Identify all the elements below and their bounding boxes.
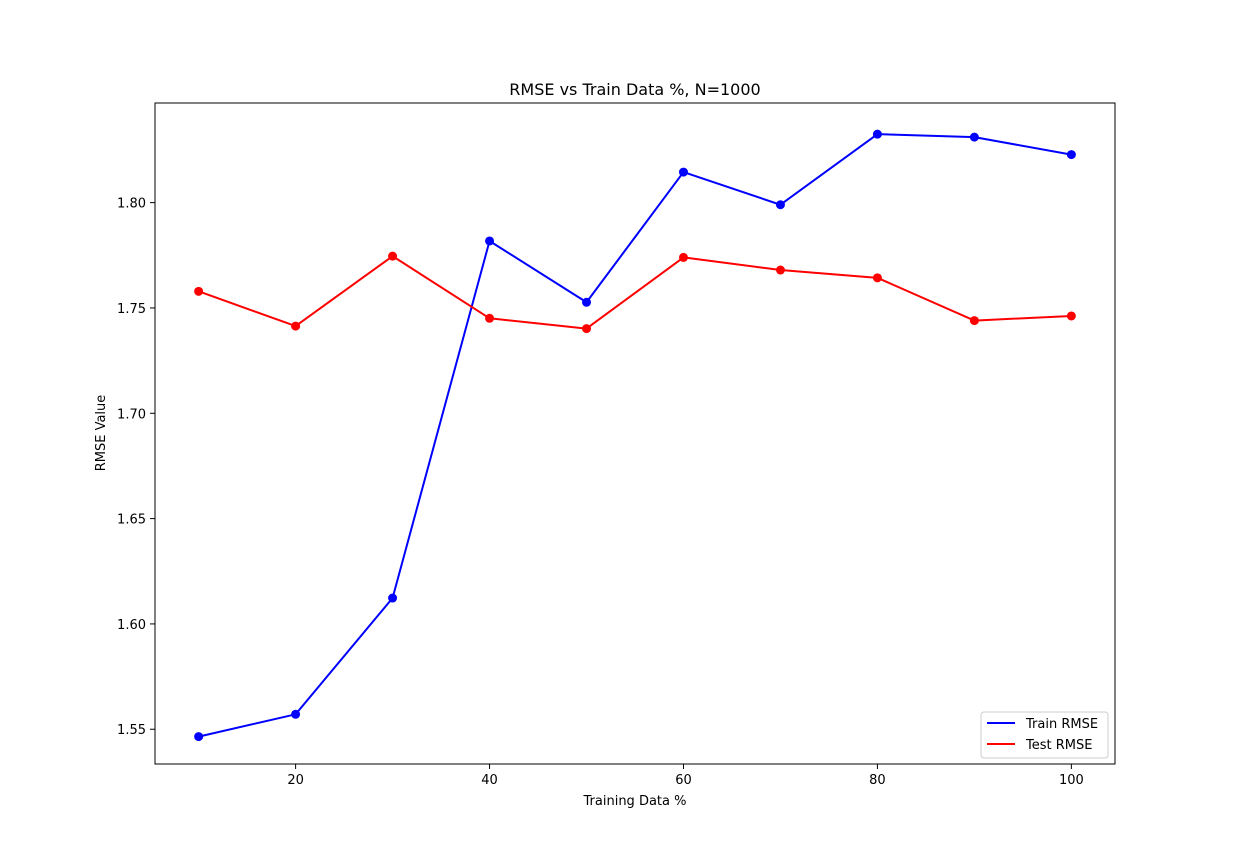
series-line-test-rmse xyxy=(198,255,1072,330)
data-point-train-rmse xyxy=(872,129,882,139)
y-axis-label: RMSE Value xyxy=(94,395,109,472)
data-point-train-rmse xyxy=(969,132,979,142)
data-point-train-rmse xyxy=(775,200,785,210)
data-point-test-rmse xyxy=(582,324,592,334)
series-layer xyxy=(194,129,1076,742)
legend-label-train-rmse: Train RMSE xyxy=(1025,717,1098,732)
y-tick-label: 1.80 xyxy=(117,197,146,212)
data-point-train-rmse xyxy=(194,732,204,742)
axis-ticks: 20 40 60 80 100 1.55 1.60 1.65 1.70 1.75 1.80 xyxy=(117,197,1084,788)
data-point-test-rmse xyxy=(194,286,204,296)
data-point-test-rmse xyxy=(872,273,882,283)
data-point-test-rmse xyxy=(485,313,495,323)
data-point-test-rmse xyxy=(969,316,979,326)
data-point-test-rmse xyxy=(1066,311,1076,321)
x-tick-label: 40 xyxy=(481,773,498,788)
data-point-test-rmse xyxy=(775,265,785,275)
data-point-train-rmse xyxy=(1066,150,1076,160)
y-tick-label: 1.75 xyxy=(117,302,146,317)
x-tick-label: 80 xyxy=(869,773,886,788)
y-tick-label: 1.65 xyxy=(117,513,146,528)
x-tick-label: 100 xyxy=(1059,773,1084,788)
series-line-train-rmse xyxy=(198,133,1072,738)
x-axis-label: Training Data % xyxy=(583,794,687,809)
data-point-train-rmse xyxy=(582,297,592,307)
x-tick-label: 60 xyxy=(675,773,692,788)
data-point-train-rmse xyxy=(291,709,301,719)
y-tick-label: 1.70 xyxy=(117,407,146,422)
data-point-test-rmse xyxy=(291,321,301,331)
data-point-train-rmse xyxy=(678,167,688,177)
data-point-test-rmse xyxy=(388,251,398,261)
y-tick-label: 1.55 xyxy=(117,723,146,738)
axes-frame xyxy=(154,102,1116,765)
data-point-train-rmse xyxy=(388,593,398,603)
legend-label-test-rmse: Test RMSE xyxy=(1025,738,1092,753)
series-test-rmse xyxy=(194,251,1076,334)
series-train-rmse xyxy=(194,129,1076,742)
data-point-test-rmse xyxy=(678,252,688,262)
chart-title: RMSE vs Train Data %, N=1000 xyxy=(509,80,760,99)
legend: Train RMSE Test RMSE xyxy=(980,711,1109,759)
data-point-train-rmse xyxy=(485,236,495,246)
y-tick-label: 1.60 xyxy=(117,618,146,633)
x-tick-label: 20 xyxy=(287,773,304,788)
